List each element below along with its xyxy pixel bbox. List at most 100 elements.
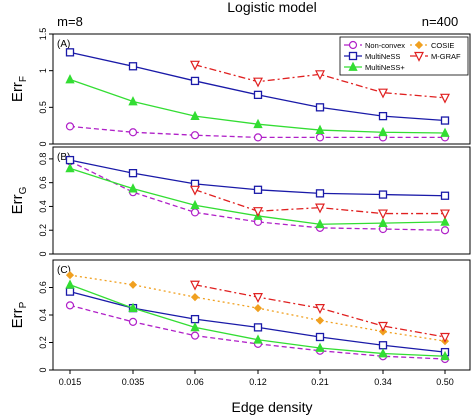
data-point xyxy=(65,163,75,173)
data-point xyxy=(315,70,325,81)
x-tick-label: 0.50 xyxy=(436,377,454,387)
legend-marker xyxy=(414,40,424,50)
data-point xyxy=(315,203,325,214)
data-point xyxy=(315,189,325,198)
y-axis-label: ErrG xyxy=(9,186,29,214)
y-tick-label: 0.4 xyxy=(38,309,48,322)
series-line xyxy=(194,284,446,338)
data-point xyxy=(128,128,138,137)
panel-c: 0 0.2 0.4 0.6 ErrP (C) 0.015 0.035 0.06 0.12 0.21 0… xyxy=(9,259,471,387)
data-point xyxy=(253,293,263,303)
y-axis-label-main: Err xyxy=(9,194,26,214)
x-tick-label: 0.035 xyxy=(122,377,145,387)
data-point xyxy=(65,48,75,57)
data-point xyxy=(315,103,325,112)
data-point xyxy=(253,304,263,313)
data-point xyxy=(65,271,75,280)
y-tick-label: 0 xyxy=(38,251,48,256)
series-multiness xyxy=(65,163,450,229)
data-point xyxy=(315,316,325,325)
y-axis-label-sub: G xyxy=(18,186,29,194)
data-point xyxy=(128,183,138,193)
series-multiness xyxy=(65,279,450,361)
data-point xyxy=(378,348,388,358)
x-tick-label: 0.21 xyxy=(311,377,329,387)
data-point xyxy=(253,133,263,142)
y-tick-label: 0 xyxy=(38,141,48,146)
y-tick-label: 0.2 xyxy=(38,336,48,349)
data-point xyxy=(378,88,388,99)
series-line xyxy=(194,189,445,215)
data-point xyxy=(128,317,138,326)
series-non-convex xyxy=(65,301,450,364)
y-axis-label-sub: F xyxy=(18,76,29,82)
data-point xyxy=(190,331,200,340)
panel-label: (B) xyxy=(57,152,70,163)
data-point xyxy=(253,323,263,332)
data-point xyxy=(315,304,325,314)
y-axis-label: ErrF xyxy=(9,76,29,102)
legend-marker xyxy=(414,51,424,62)
legend-label: COSIE xyxy=(431,41,454,50)
data-point xyxy=(190,76,200,86)
data-point xyxy=(190,208,200,217)
y-tick-label: 0.8 xyxy=(38,153,48,166)
series-cosie xyxy=(65,271,450,346)
series-m-graf xyxy=(190,60,450,104)
plot-frame xyxy=(52,146,471,255)
data-point xyxy=(378,217,388,227)
legend-marker xyxy=(348,51,358,61)
data-point xyxy=(190,321,200,332)
data-point xyxy=(378,341,388,350)
data-point xyxy=(315,332,325,342)
y-axis-label: ErrP xyxy=(9,301,29,328)
x-axis-label: Edge density xyxy=(232,399,313,415)
y-tick-label: 0.6 xyxy=(38,176,48,189)
data-point xyxy=(128,62,138,71)
data-point xyxy=(378,126,388,137)
data-point xyxy=(440,226,450,235)
y-tick-label: 1 xyxy=(38,68,48,73)
series-line xyxy=(194,64,446,99)
x-tick-label: 0.12 xyxy=(249,377,267,387)
panel-label: (C) xyxy=(57,265,71,276)
right-note: n=400 xyxy=(422,14,459,29)
y-axis-label-main: Err xyxy=(9,82,26,102)
x-tick-label: 0.34 xyxy=(374,377,392,387)
data-point xyxy=(440,209,450,220)
series-multiness xyxy=(65,48,450,125)
data-point xyxy=(440,127,450,137)
data-point xyxy=(440,332,450,343)
data-point xyxy=(128,302,138,313)
plot-frame xyxy=(52,259,471,371)
panel-a: 0 0.5 1 1.5 ErrF (A) Non-convex COSIE MultiNeSS M… xyxy=(9,28,471,147)
data-point xyxy=(190,293,200,302)
data-point xyxy=(253,118,263,129)
data-point xyxy=(190,314,200,324)
data-point xyxy=(253,207,263,218)
data-point xyxy=(65,301,75,310)
series-m-graf xyxy=(190,185,450,220)
data-point xyxy=(190,60,200,71)
data-point xyxy=(378,321,388,332)
data-point xyxy=(440,116,450,125)
data-point xyxy=(315,342,325,352)
series-m-graf xyxy=(190,280,450,343)
data-point xyxy=(190,280,200,291)
data-point xyxy=(253,334,263,344)
data-point xyxy=(315,218,325,229)
data-point xyxy=(190,110,200,121)
legend: Non-convex COSIE MultiNeSS M-GRAF MultiNeSS+ xyxy=(339,36,469,76)
data-point xyxy=(378,111,388,121)
legend-marker xyxy=(348,40,358,50)
data-point xyxy=(253,77,263,88)
y-tick-label: 0.2 xyxy=(38,224,48,237)
data-point xyxy=(315,124,325,134)
data-point xyxy=(128,96,138,106)
legend-label: M-GRAF xyxy=(431,52,461,61)
series-multiness xyxy=(65,74,450,137)
data-point xyxy=(440,93,450,104)
legend-label: MultiNeSS+ xyxy=(365,63,405,72)
